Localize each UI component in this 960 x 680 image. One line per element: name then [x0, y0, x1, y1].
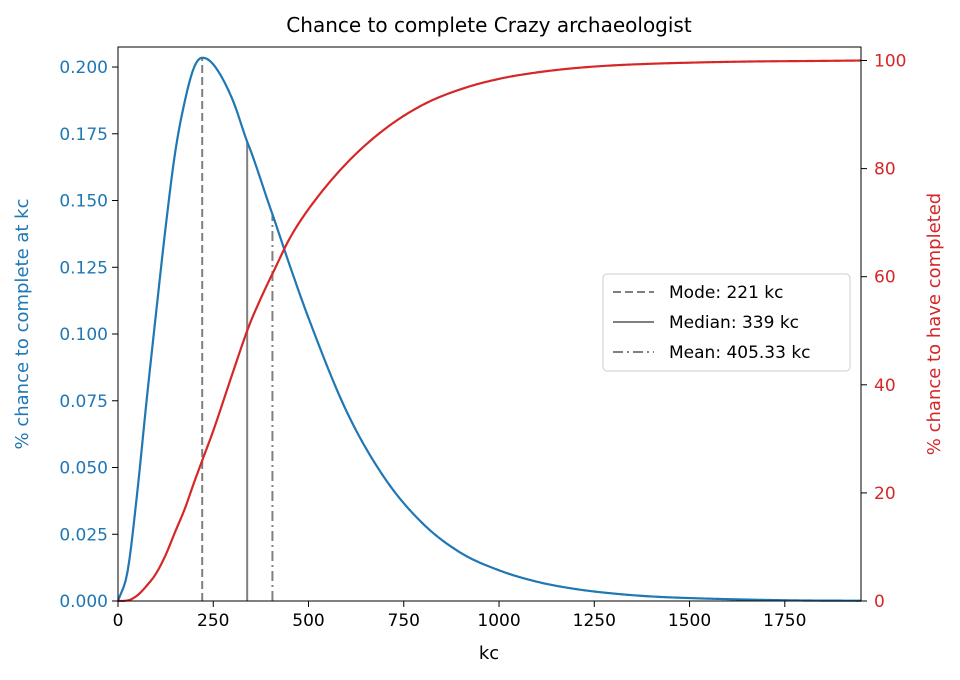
y-right-tick-label: 20: [874, 484, 896, 504]
legend-label-mode: Mode: 221 kc: [669, 283, 784, 303]
plot-frame: [117, 46, 862, 602]
x-tick-label: 500: [292, 611, 324, 631]
cumulative-chance-curve: [117, 59, 862, 603]
curves: [116, 56, 862, 603]
completion-chance-curve: [116, 56, 862, 602]
y-left-tick-label: 0.175: [59, 125, 108, 145]
y-right-tick-label: 0: [874, 592, 885, 612]
y-left-axis-label: % chance to complete at kc: [12, 199, 33, 450]
marker-lines: [201, 57, 274, 601]
x-tick-label: 1750: [763, 611, 806, 631]
y-right-tick-label: 60: [874, 268, 896, 288]
y-left-tick-label: 0.200: [59, 58, 108, 78]
y-left-tick-label: 0.000: [59, 592, 108, 612]
x-tick-label: 1500: [668, 611, 711, 631]
y-left-tick-label: 0.125: [59, 258, 108, 278]
x-tick-label: 0: [113, 611, 124, 631]
y-right-axis-label: % chance to have completed: [924, 193, 945, 455]
y-left-tick-label: 0.100: [59, 325, 108, 345]
y-left-tick-label: 0.075: [59, 392, 108, 412]
y-right-tick-label: 80: [874, 160, 896, 180]
x-tick-label: 750: [388, 611, 420, 631]
x-axis: 0 250 500 750 1000 1250 1500 1750: [113, 601, 806, 631]
legend-label-mean: Mean: 405.33 kc: [669, 343, 811, 363]
y-right-tick-label: 40: [874, 376, 896, 396]
legend-label-median: Median: 339 kc: [669, 313, 799, 333]
x-tick-label: 250: [197, 611, 229, 631]
legend: Mode: 221 kc Median: 339 kc Mean: 405.33 k…: [602, 273, 851, 372]
legend-box: [602, 273, 851, 372]
y-left-tick-label: 0.025: [59, 525, 108, 545]
y-right-tick-label: 100: [874, 52, 906, 72]
y-right-axis: 0 20 40 60 80 100: [861, 52, 906, 612]
y-left-tick-label: 0.050: [59, 459, 108, 479]
chart-title: Chance to complete Crazy archaeologist: [286, 13, 692, 37]
y-left-axis: 0.000 0.025 0.050 0.075 0.100 0.125 0.150 0.175…: [59, 58, 118, 612]
x-tick-label: 1000: [477, 611, 520, 631]
y-left-tick-label: 0.150: [59, 192, 108, 212]
x-tick-label: 1250: [573, 611, 616, 631]
x-axis-label: kc: [479, 643, 499, 664]
